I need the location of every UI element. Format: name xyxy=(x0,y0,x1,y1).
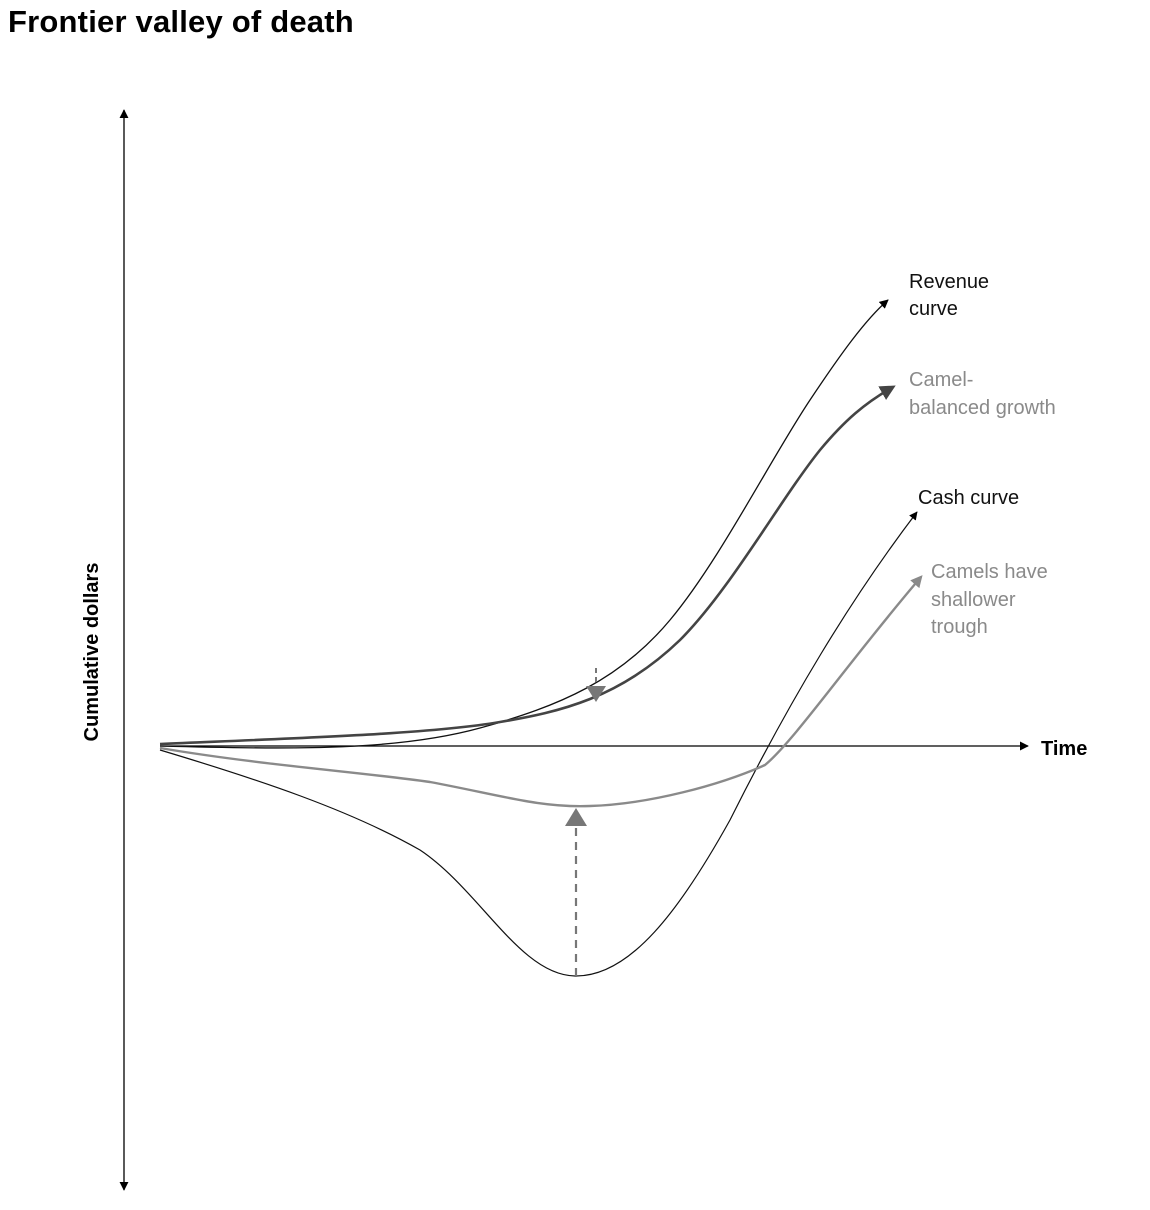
camel-trough-label-line: shallower xyxy=(931,589,1016,611)
cash-curve-label: Cash curve xyxy=(918,487,1019,509)
camel-growth-label: Camel- balanced growth xyxy=(909,369,1056,419)
cash-curve xyxy=(159,511,918,977)
trough-lift-arrowhead xyxy=(565,808,587,826)
revenue-curve-label-line: Revenue xyxy=(909,271,989,293)
page-title: Frontier valley of death xyxy=(8,4,354,39)
camel-trough-label: Camels have shallower trough xyxy=(931,561,1053,638)
revenue-curve xyxy=(159,299,889,749)
x-axis-label: Time xyxy=(1041,738,1087,760)
camel-growth-label-line: balanced growth xyxy=(909,397,1056,419)
revenue-curve-label-line: curve xyxy=(909,298,958,320)
camel-trough-label-line: trough xyxy=(931,616,988,638)
camel-growth-label-line: Camel- xyxy=(909,369,973,391)
camel-growth-curve xyxy=(159,385,896,746)
revenue-curve-label: Revenue curve xyxy=(909,271,995,320)
revenue-gap-arrowhead xyxy=(586,686,606,702)
camel-trough-label-line: Camels have xyxy=(931,561,1048,583)
camel-trough-curve xyxy=(159,575,923,808)
y-axis-label: Cumulative dollars xyxy=(81,563,103,742)
